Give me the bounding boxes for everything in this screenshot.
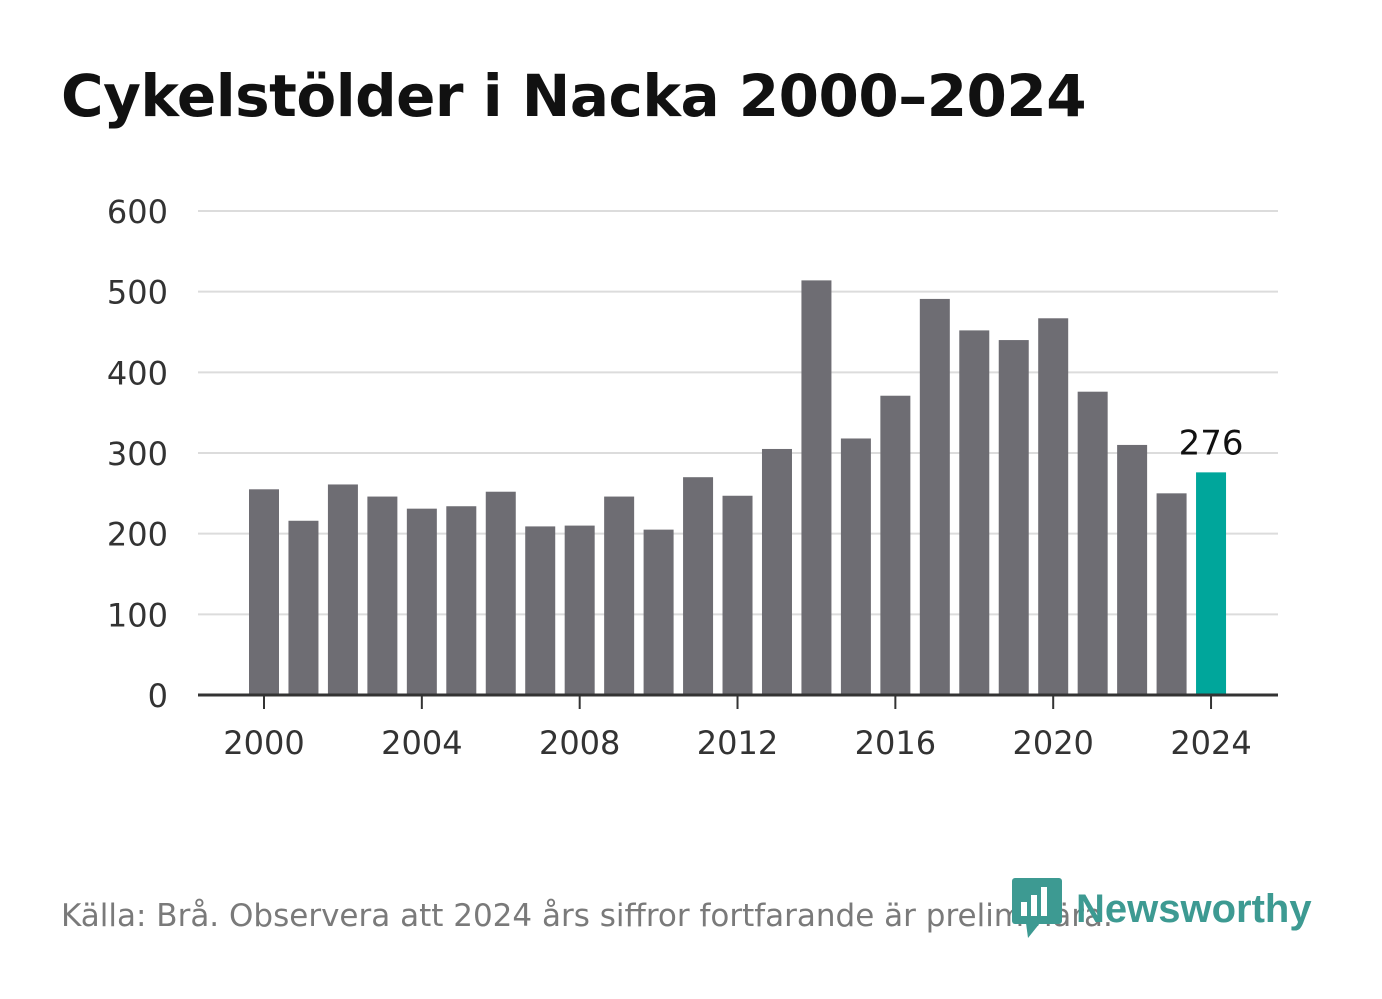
bar-2020 [1038,318,1069,695]
bar-2021 [1077,391,1108,695]
y-tick-label: 0 [148,677,168,715]
x-tick-label: 2000 [223,724,304,762]
x-tick-label: 2016 [855,724,936,762]
bar-2006 [485,491,516,695]
bar-2008 [564,525,595,695]
bar-2016 [880,395,911,695]
bar-2024 [1196,472,1227,695]
y-tick-label: 100 [107,596,168,634]
bar-2002 [327,484,358,695]
bar-2019 [998,340,1029,695]
bars [249,280,1227,695]
source-note: Källa: Brå. Observera att 2024 års siffr… [61,898,1113,934]
bar-2000 [249,489,279,695]
bar-2005 [446,506,477,695]
bar-2012 [722,495,753,695]
bar-2017 [919,298,950,695]
y-tick-label: 600 [107,193,168,231]
bar-2015 [840,438,871,695]
y-axis-tick-labels: 0 100 200 300 400 500 600 [107,193,168,715]
bar-2013 [761,448,792,695]
bar-2018 [959,330,990,695]
x-tick-label: 2004 [381,724,462,762]
bar-2011 [683,477,714,695]
x-tick-label: 2024 [1170,724,1251,762]
bar-2022 [1117,444,1148,695]
newsworthy-logo[interactable]: Newsworthy [1012,878,1312,940]
y-tick-label: 500 [107,274,168,312]
bar-2014 [801,280,832,695]
x-tick-label: 2008 [539,724,620,762]
x-axis [198,693,1278,709]
bar-chart-icon [1012,878,1062,938]
bar-2003 [367,496,398,695]
data-labels: 276 [1179,423,1244,463]
y-tick-label: 200 [107,516,168,554]
bar-2007 [525,526,556,695]
x-tick-label: 2012 [697,724,778,762]
bar-2023 [1156,493,1187,695]
x-axis-tick-labels: 2000 2004 2008 2012 2016 2020 2024 [223,724,1251,762]
x-tick-label: 2020 [1012,724,1093,762]
logo-text: Newsworthy [1076,886,1312,931]
y-tick-label: 300 [107,435,168,473]
data-label-2024: 276 [1179,423,1244,463]
page-title: Cykelstölder i Nacka 2000–2024 [61,62,1087,130]
bar-2001 [288,520,319,695]
bar-2010 [643,529,674,695]
y-tick-label: 400 [107,354,168,392]
bar-2009 [604,496,635,695]
bar-2004 [406,508,437,695]
